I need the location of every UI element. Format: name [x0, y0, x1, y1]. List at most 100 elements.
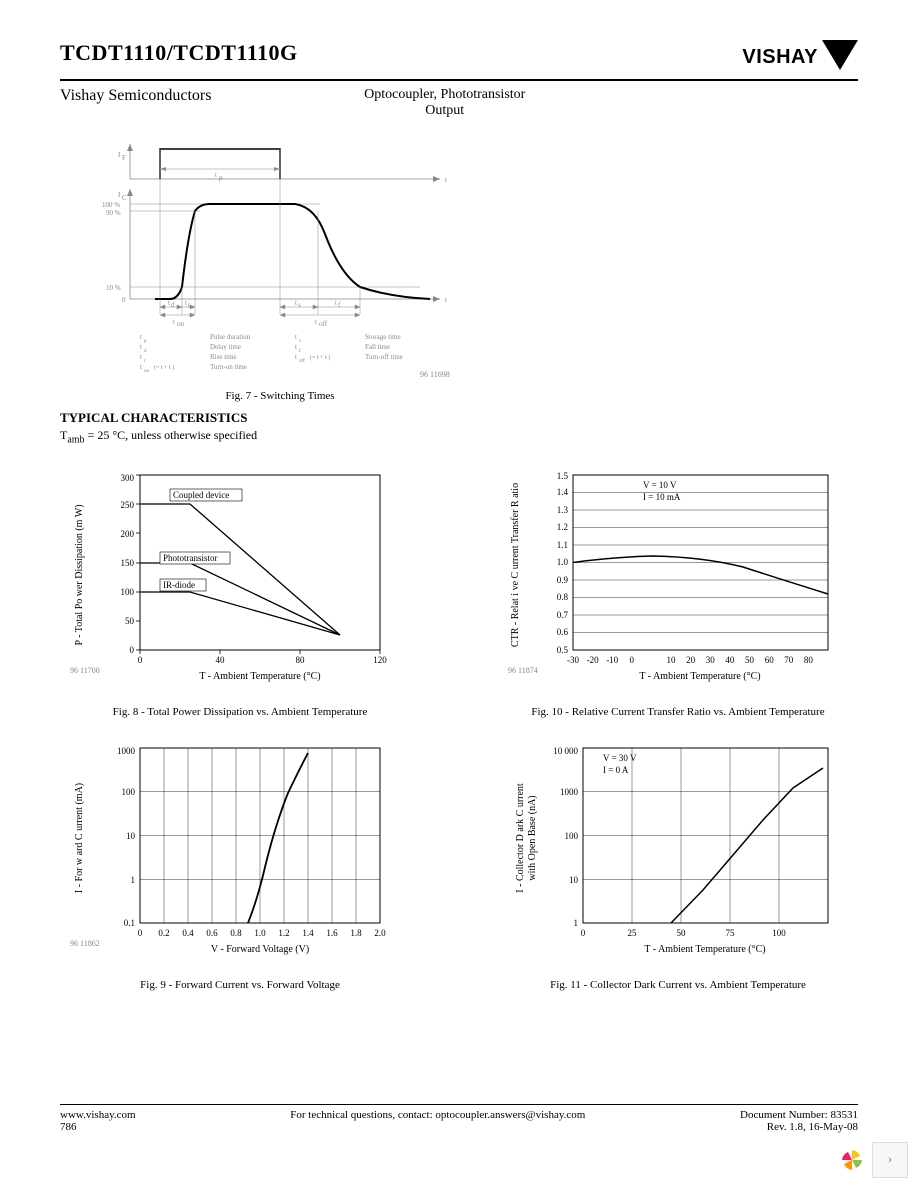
svg-text:25: 25 [628, 928, 638, 938]
svg-text:0: 0 [630, 655, 635, 665]
svg-text:s: s [298, 301, 301, 309]
svg-text:1000: 1000 [560, 787, 579, 797]
svg-text:t: t [140, 363, 142, 371]
fig11-svg: 110 1001000 10 000 025 5075 100 V = 30 V [498, 738, 858, 968]
svg-text:0.2: 0.2 [158, 928, 169, 938]
svg-text:1.4: 1.4 [557, 487, 569, 497]
svg-text:40: 40 [725, 655, 735, 665]
svg-text:1.4: 1.4 [302, 928, 314, 938]
svg-text:I = 0 A: I = 0 A [603, 765, 629, 775]
svg-text:0.4: 0.4 [182, 928, 194, 938]
svg-text:80: 80 [804, 655, 814, 665]
svg-text:0.6: 0.6 [206, 928, 218, 938]
svg-text:1.0: 1.0 [254, 928, 266, 938]
svg-text:t: t [445, 176, 447, 184]
svg-text:20: 20 [686, 655, 696, 665]
svg-text:0: 0 [138, 655, 143, 665]
svg-text:2.0: 2.0 [374, 928, 386, 938]
fig10-block: 0.50.6 0.70.8 0.91.0 1.11.2 1.31.4 1.5 -… [498, 465, 858, 718]
svg-text:on: on [144, 369, 150, 374]
brand-flag-icon [822, 40, 858, 75]
footer-left: www.vishay.com 786 [60, 1109, 136, 1133]
svg-text:V = 10 V: V = 10 V [643, 480, 677, 490]
svg-text:d: d [144, 349, 147, 354]
fig8-block: 0 50 100 150 200 250 300 [60, 465, 420, 718]
svg-text:on: on [177, 320, 185, 328]
footer-contact: For technical questions, contact: optoco… [290, 1109, 585, 1133]
svg-text:t: t [168, 299, 170, 307]
svg-text:50: 50 [125, 616, 135, 626]
svg-text:p: p [219, 174, 223, 182]
svg-text:100 %: 100 % [102, 201, 120, 209]
svg-text:(= t + t ): (= t + t ) [154, 364, 174, 371]
svg-text:Turn-off time: Turn-off time [365, 353, 403, 361]
svg-text:96 11700: 96 11700 [70, 666, 100, 675]
svg-text:Delay time: Delay time [210, 343, 241, 351]
svg-text:f: f [299, 349, 301, 354]
part-number: TCDT1110/TCDT1110G [60, 40, 298, 66]
brand-logo: VISHAY [742, 40, 858, 75]
svg-text:1.1: 1.1 [557, 540, 568, 550]
svg-text:d: d [171, 301, 175, 309]
page-header: TCDT1110/TCDT1110G VISHAY [60, 40, 858, 81]
svg-text:0: 0 [122, 296, 126, 304]
svg-text:T - Ambient Temperature (°: T - Ambient Temperature (°C) [199, 671, 320, 682]
svg-text:Pulse duration: Pulse duration [210, 333, 251, 341]
svg-text:96 11874: 96 11874 [508, 666, 538, 675]
chevron-right-icon: › [888, 1152, 893, 1168]
svg-text:f: f [338, 301, 341, 309]
fig9-caption: Fig. 9 - Forward Current vs. Forward Vol… [60, 979, 420, 991]
svg-text:0: 0 [138, 928, 143, 938]
svg-text:t: t [140, 333, 142, 341]
svg-text:1.6: 1.6 [326, 928, 338, 938]
svg-text:50: 50 [677, 928, 687, 938]
svg-text:1.8: 1.8 [350, 928, 362, 938]
svg-text:300: 300 [121, 473, 135, 483]
footer-right: Document Number: 83531 Rev. 1.8, 16-May-… [740, 1109, 858, 1133]
fig8-svg: 0 50 100 150 200 250 300 [60, 465, 420, 695]
nav-pinwheel-icon[interactable] [838, 1146, 866, 1174]
fig7-svg: I F t t p I C t 1 [100, 139, 460, 379]
svg-text:10 %: 10 % [106, 284, 121, 292]
svg-text:1.3: 1.3 [557, 505, 569, 515]
svg-text:Phototransistor: Phototransistor [163, 553, 218, 563]
svg-text:t: t [140, 353, 142, 361]
next-page-button[interactable]: › [872, 1142, 908, 1178]
svg-text:100: 100 [565, 831, 579, 841]
svg-text:200: 200 [121, 529, 135, 539]
footer-docnum: Document Number: 83531 [740, 1109, 858, 1121]
svg-text:T - Ambient Temperature (°: T - Ambient Temperature (°C) [639, 671, 760, 682]
svg-text:t: t [335, 299, 337, 307]
svg-text:10: 10 [569, 875, 579, 885]
brand-name: VISHAY [742, 46, 818, 69]
svg-text:1: 1 [574, 918, 579, 928]
svg-text:V - Forward Voltage (V): V - Forward Voltage (V) [211, 944, 309, 955]
svg-text:CTR - Relat i ve C urrent: CTR - Relat i ve C urrent Transfer R ati… [510, 483, 521, 647]
svg-text:IR-diode: IR-diode [163, 580, 195, 590]
svg-text:1.2: 1.2 [557, 522, 568, 532]
fig9-svg: 0.11 10100 1000 00.2 0.40.6 0.81.0 1.21.… [60, 738, 420, 968]
svg-text:0.8: 0.8 [230, 928, 242, 938]
svg-text:100: 100 [122, 787, 136, 797]
svg-text:t: t [295, 299, 297, 307]
fig9-block: 0.11 10100 1000 00.2 0.40.6 0.81.0 1.21.… [60, 738, 420, 991]
svg-text:t: t [173, 318, 175, 326]
svg-text:p: p [144, 339, 147, 344]
svg-text:1: 1 [131, 875, 136, 885]
svg-text:0.1: 0.1 [124, 918, 135, 928]
svg-text:0.8: 0.8 [557, 592, 569, 602]
svg-text:-10: -10 [606, 655, 618, 665]
svg-text:1000: 1000 [117, 746, 136, 756]
product-type: Optocoupler, Phototransistor Output [91, 87, 798, 119]
svg-text:(= t + t ): (= t + t ) [310, 354, 330, 361]
svg-text:t: t [140, 343, 142, 351]
svg-text:t: t [295, 333, 297, 341]
svg-text:40: 40 [216, 655, 226, 665]
svg-text:off: off [319, 320, 328, 328]
svg-text:I - For w ard C urrent (mA: I - For w ard C urrent (mA) [74, 783, 85, 893]
fig11-caption: Fig. 11 - Collector Dark Current vs. Amb… [498, 979, 858, 991]
svg-text:with Open Base (nA): with Open Base (nA) [527, 796, 538, 881]
product-type-line2: Output [425, 103, 464, 118]
svg-text:-30: -30 [567, 655, 579, 665]
svg-text:-20: -20 [587, 655, 599, 665]
